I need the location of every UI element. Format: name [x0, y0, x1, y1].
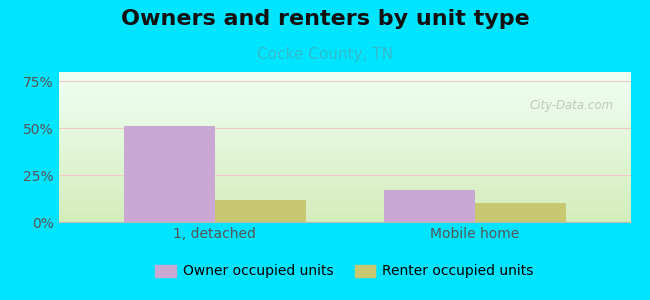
Bar: [214, 200, 306, 222]
Legend: Owner occupied units, Renter occupied units: Owner occupied units, Renter occupied un…: [150, 259, 540, 284]
Text: Cocke County, TN: Cocke County, TN: [257, 46, 393, 62]
Bar: [474, 203, 566, 222]
Bar: [384, 190, 474, 222]
Text: City-Data.com: City-Data.com: [529, 99, 614, 112]
Text: Owners and renters by unit type: Owners and renters by unit type: [121, 9, 529, 29]
Bar: [124, 126, 214, 222]
